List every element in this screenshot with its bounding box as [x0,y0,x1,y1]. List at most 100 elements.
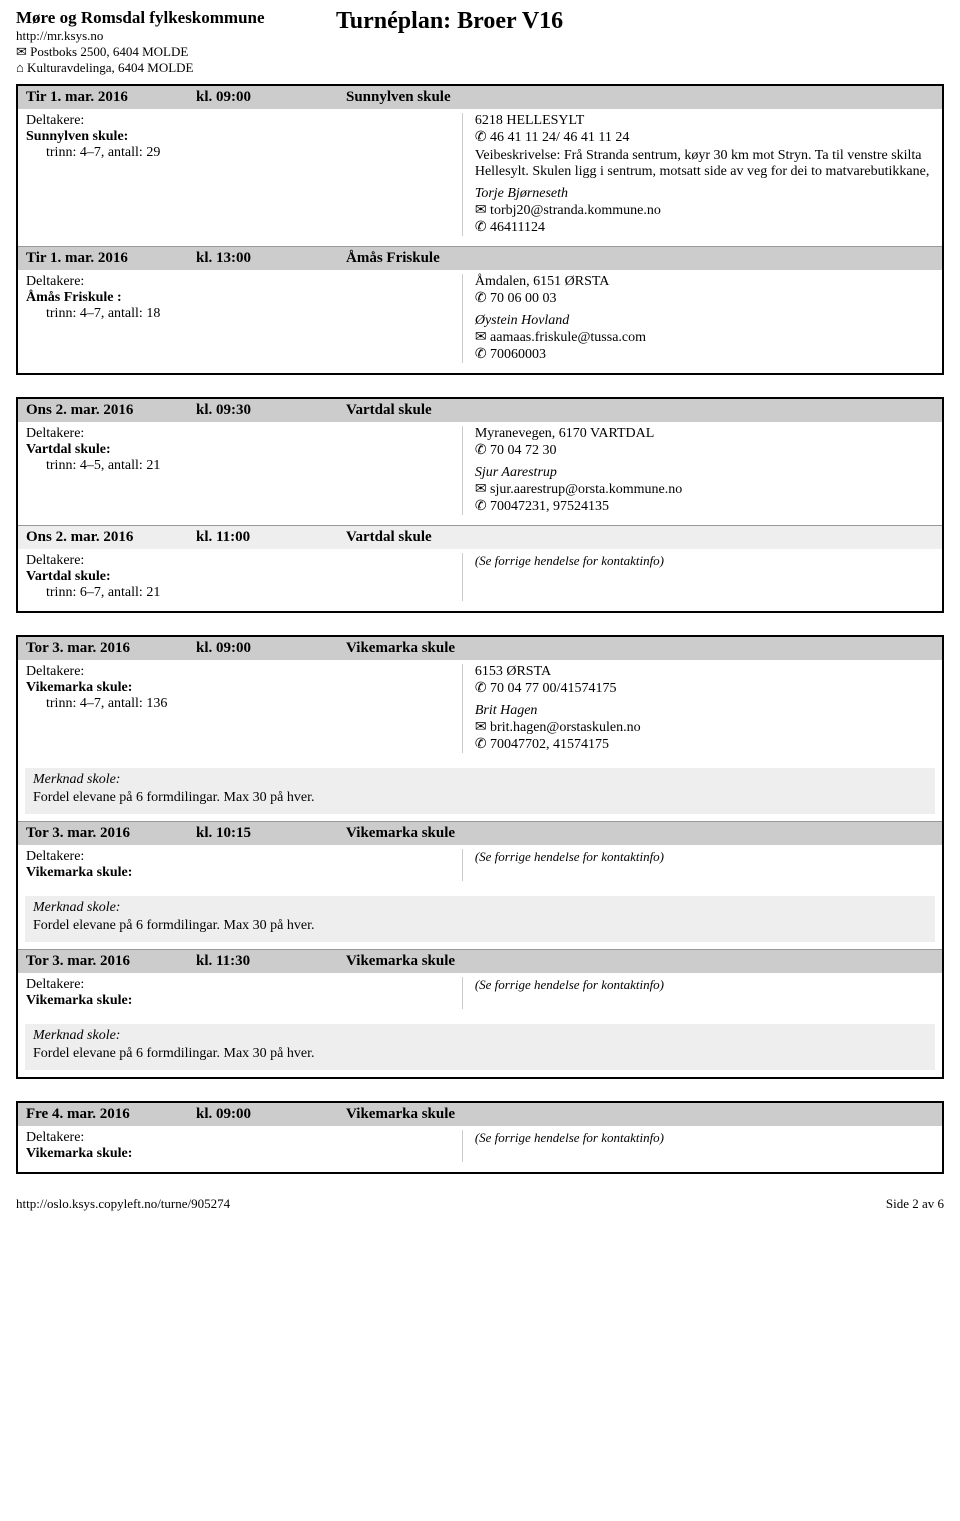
event-contact: Myranevegen, 6170 VARTDAL✆ 70 04 72 30 Sj… [462,426,934,515]
contact-email: ✉ torbj20@stranda.kommune.no [475,202,934,219]
event-body: Deltakere:Vikemarka skule:trinn: 4–7, an… [18,660,942,763]
event-header: Tor 3. mar. 2016kl. 10:15Vikemarka skule [18,822,942,845]
school-name: Vikemarka skule: [26,993,462,1009]
trinn: trinn: 4–7, antall: 18 [26,306,462,322]
merknad-text: Fordel elevane på 6 formdilingar. Max 30… [33,790,927,806]
contact-email: ✉ aamaas.friskule@tussa.com [475,329,934,346]
deltakere-label: Deltakere: [26,426,462,442]
event-date: Tor 3. mar. 2016 [26,825,196,842]
event-date: Tor 3. mar. 2016 [26,640,196,657]
address: Myranevegen, 6170 VARTDAL [475,426,934,442]
event-group: Fre 4. mar. 2016kl. 09:00Vikemarka skule… [16,1101,944,1174]
school-name: Vartdal skule: [26,442,462,458]
contact-name: Øystein Hovland [475,313,934,329]
contact-name: Brit Hagen [475,703,934,719]
event-header: Tor 3. mar. 2016kl. 11:30Vikemarka skule [18,950,942,973]
merknad-box: Merknad skole:Fordel elevane på 6 formdi… [24,767,936,815]
event-date: Tir 1. mar. 2016 [26,250,196,267]
school-name: Vartdal skule: [26,569,462,585]
school-name: Vikemarka skule: [26,1146,462,1162]
event: Fre 4. mar. 2016kl. 09:00Vikemarka skule… [18,1103,942,1172]
merknad-text: Fordel elevane på 6 formdilingar. Max 30… [33,1046,927,1062]
merknad-text: Fordel elevane på 6 formdilingar. Max 30… [33,918,927,934]
contact-phone: ✆ 70047231, 97524135 [475,498,934,515]
event-venue: Sunnylven skule [346,89,934,106]
address: Åmdalen, 6151 ØRSTA [475,274,934,290]
event-body: Deltakere:Vikemarka skule: (Se forrige he… [18,845,942,891]
event-participants: Deltakere:Vikemarka skule:trinn: 4–7, an… [26,664,462,753]
event-body: Deltakere:Vartdal skule:trinn: 4–5, anta… [18,422,942,525]
event-venue: Vartdal skule [346,529,934,546]
org-name: Møre og Romsdal fylkeskommune [16,8,336,28]
event-participants: Deltakere:Vartdal skule:trinn: 4–5, anta… [26,426,462,515]
event-body: Deltakere:Vikemarka skule: (Se forrige he… [18,1126,942,1172]
event: Ons 2. mar. 2016kl. 09:30Vartdal skuleDe… [18,399,942,526]
event-header: Fre 4. mar. 2016kl. 09:00Vikemarka skule [18,1103,942,1126]
event-venue: Vikemarka skule [346,640,934,657]
school-name: Åmås Friskule : [26,290,462,306]
deltakere-label: Deltakere: [26,977,462,993]
event-time: kl. 10:15 [196,825,346,842]
merknad-box: Merknad skole: Fordel elevane på 6 formdi… [24,1023,936,1071]
see-previous: (Se forrige hendelse for kontaktinfo) [475,977,934,993]
see-previous: (Se forrige hendelse for kontaktinfo) [475,553,934,569]
trinn: trinn: 4–7, antall: 29 [26,145,462,161]
trinn: trinn: 6–7, antall: 21 [26,585,462,601]
trinn: trinn: 4–5, antall: 21 [26,458,462,474]
contact-name: Torje Bjørneseth [475,186,934,202]
event: Tir 1. mar. 2016kl. 13:00Åmås FriskuleDe… [18,247,942,373]
school-name: Vikemarka skule: [26,865,462,881]
contact-email: ✉ sjur.aarestrup@orsta.kommune.no [475,481,934,498]
address: 6153 ØRSTA [475,664,934,680]
merknad-box: Merknad skole:Fordel elevane på 6 formdi… [24,895,936,943]
event-time: kl. 09:00 [196,1106,346,1123]
deltakere-label: Deltakere: [26,849,462,865]
contact-phone: ✆ 70060003 [475,346,934,363]
event-date: Fre 4. mar. 2016 [26,1106,196,1123]
see-previous: (Se forrige hendelse for kontaktinfo) [475,1130,934,1146]
event-time: kl. 11:30 [196,953,346,970]
event-venue: Åmås Friskule [346,250,934,267]
school-name: Vikemarka skule: [26,680,462,696]
event-contact: 6153 ØRSTA✆ 70 04 77 00/41574175 Brit Hag… [462,664,934,753]
event-participants: Deltakere:Vikemarka skule: [26,977,462,1009]
org-info: Møre og Romsdal fylkeskommune http://mr.… [16,8,336,76]
phone: ✆ 70 04 72 30 [475,442,934,459]
event: Tor 3. mar. 2016kl. 11:30Vikemarka skule… [18,950,942,1071]
event-venue: Vikemarka skule [346,953,934,970]
deltakere-label: Deltakere: [26,1130,462,1146]
event-venue: Vikemarka skule [346,825,934,842]
event-date: Tor 3. mar. 2016 [26,953,196,970]
event-participants: Deltakere:Vartdal skule:trinn: 6–7, anta… [26,553,462,601]
event: Ons 2. mar. 2016kl. 11:00Vartdal skule De… [18,526,942,611]
event-time: kl. 09:30 [196,402,346,419]
event-time: kl. 09:00 [196,89,346,106]
event-header: Tir 1. mar. 2016kl. 09:00Sunnylven skule [18,86,942,109]
footer-url: http://oslo.ksys.copyleft.no/turne/90527… [16,1196,230,1212]
event-body: Deltakere:Åmås Friskule :trinn: 4–7, ant… [18,270,942,373]
event-time: kl. 11:00 [196,529,346,546]
phone: ✆ 70 04 77 00/41574175 [475,680,934,697]
event-date: Tir 1. mar. 2016 [26,89,196,106]
merknad-label: Merknad skole: [33,1028,927,1044]
contact-email: ✉ brit.hagen@orstaskulen.no [475,719,934,736]
event-contact: (Se forrige hendelse for kontaktinfo) [462,1130,934,1162]
event-participants: Deltakere:Vikemarka skule: [26,1130,462,1162]
event-body: Deltakere:Vikemarka skule: (Se forrige he… [18,973,942,1019]
event-venue: Vikemarka skule [346,1106,934,1123]
page-header: Møre og Romsdal fylkeskommune http://mr.… [16,8,944,76]
see-previous: (Se forrige hendelse for kontaktinfo) [475,849,934,865]
event-contact: (Se forrige hendelse for kontaktinfo) [462,977,934,1009]
event-date: Ons 2. mar. 2016 [26,529,196,546]
school-name: Sunnylven skule: [26,129,462,145]
event: Tor 3. mar. 2016kl. 10:15Vikemarka skule… [18,822,942,950]
event-contact: Åmdalen, 6151 ØRSTA✆ 70 06 00 03Øystein … [462,274,934,363]
event-contact: (Se forrige hendelse for kontaktinfo) [462,849,934,881]
deltakere-label: Deltakere: [26,274,462,290]
contact-phone: ✆ 70047702, 41574175 [475,736,934,753]
deltakere-label: Deltakere: [26,113,462,129]
contact-name: Sjur Aarestrup [475,465,934,481]
address: 6218 HELLESYLT [475,113,934,129]
event-group: Tir 1. mar. 2016kl. 09:00Sunnylven skule… [16,84,944,375]
trinn: trinn: 4–7, antall: 136 [26,696,462,712]
